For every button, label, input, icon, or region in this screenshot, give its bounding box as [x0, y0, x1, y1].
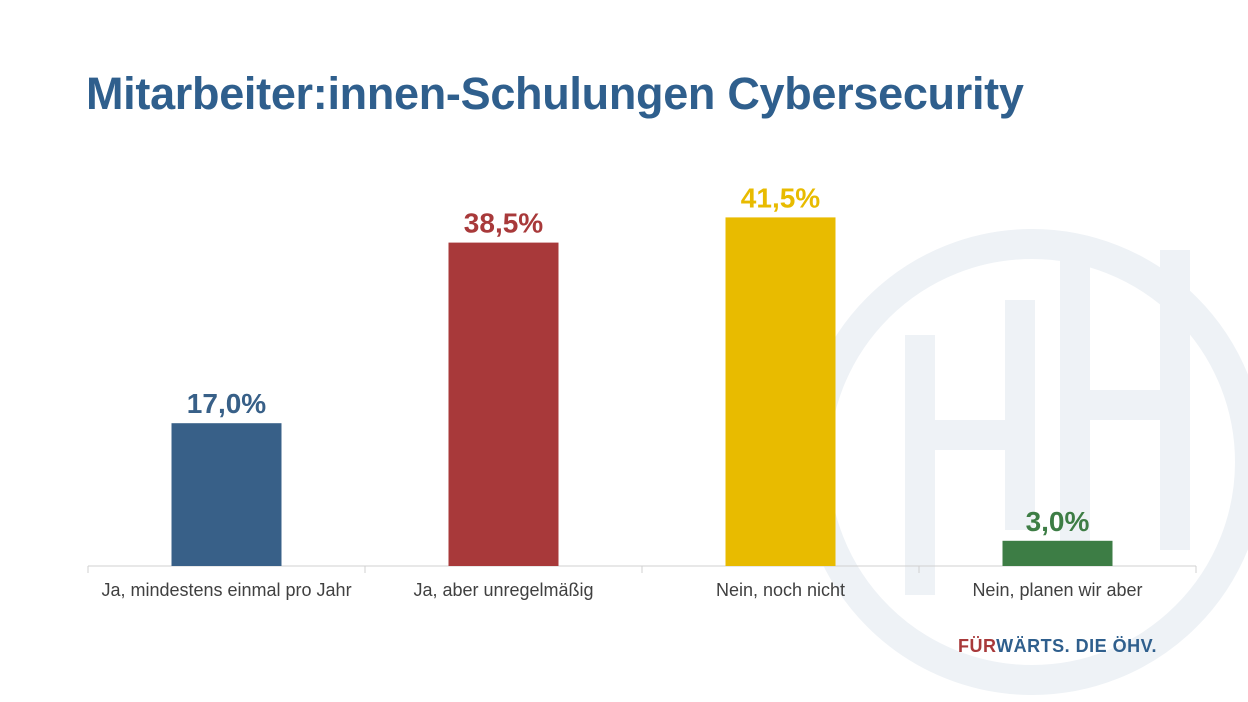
- bar: [448, 242, 559, 566]
- data-label: 38,5%: [464, 208, 543, 239]
- x-tick-label: Ja, mindestens einmal pro Jahr: [101, 580, 352, 600]
- data-label: 17,0%: [187, 388, 266, 419]
- bar: [1002, 540, 1113, 566]
- x-tick-label: Ja, aber unregelmäßig: [413, 580, 594, 600]
- x-tick-label: Nein, noch nicht: [715, 580, 846, 600]
- tagline-highlight: FÜR: [958, 636, 997, 656]
- data-label: 3,0%: [1026, 506, 1090, 537]
- page-title: Mitarbeiter:innen-Schulungen Cybersecuri…: [86, 68, 1024, 119]
- tagline-text: WÄRTS. DIE ÖHV.: [996, 636, 1158, 656]
- data-label: 41,5%: [741, 182, 820, 213]
- tagline: FÜRWÄRTS. DIE ÖHV.: [958, 636, 1157, 657]
- bar: [725, 217, 836, 566]
- x-tick-label: Nein, planen wir aber: [972, 580, 1143, 600]
- bar: [171, 423, 282, 566]
